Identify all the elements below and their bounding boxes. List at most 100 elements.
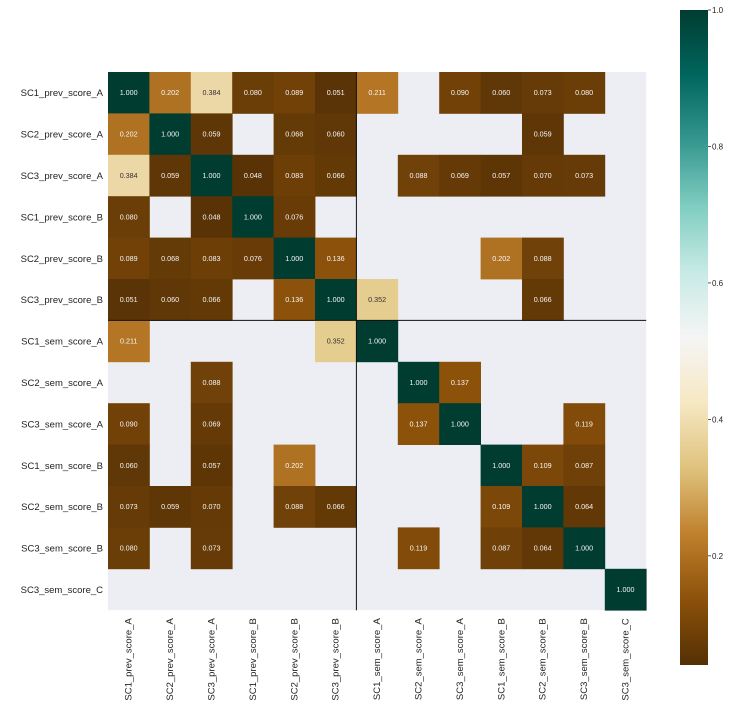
heatmap-value-r3-c2: 0.048 xyxy=(203,212,221,221)
y-label-12: SC3_sem_score_C xyxy=(21,585,104,596)
heatmap-value-r12-c12: 1.000 xyxy=(617,585,635,594)
heatmap-value-r1-c0: 0.202 xyxy=(120,130,138,139)
heatmap-value-r2-c9: 0.057 xyxy=(492,171,510,180)
heatmap-value-r4-c10: 0.088 xyxy=(534,254,552,263)
heatmap-value-r0-c10: 0.073 xyxy=(534,88,552,97)
heatmap-cell-r10-c5 xyxy=(315,486,357,528)
heatmap-value-r3-c0: 0.080 xyxy=(120,212,138,221)
heatmap-cell-r0-c5 xyxy=(315,72,357,114)
y-label-0: SC1_prev_score_A xyxy=(21,88,104,99)
x-label-11: SC3_sem_score_B xyxy=(579,618,590,700)
y-label-7: SC2_sem_score_A xyxy=(21,378,104,389)
heatmap-cell-r9-c4 xyxy=(273,444,316,487)
heatmap-cell-r4-c0 xyxy=(108,237,150,280)
heatmap-value-r0-c6: 0.211 xyxy=(368,88,385,97)
heatmap-value-r10-c1: 0.059 xyxy=(161,502,179,511)
heatmap-cell-r2-c4 xyxy=(273,154,316,197)
heatmap-cell-r6-c6 xyxy=(356,320,399,363)
colorbar-tick-label-1: 0.4 xyxy=(712,415,724,424)
y-label-1: SC2_prev_score_A xyxy=(21,130,104,141)
heatmap-cell-r0-c1 xyxy=(149,72,192,114)
heatmap-cell-r1-c5 xyxy=(315,113,357,156)
heatmap-cell-r2-c0 xyxy=(108,154,150,197)
heatmap-value-r11-c11: 1.000 xyxy=(575,544,593,553)
heatmap-cell-r10-c2 xyxy=(190,486,233,528)
heatmap-value-r10-c5: 0.066 xyxy=(327,502,345,511)
heatmap-cell-r3-c0 xyxy=(108,196,150,238)
heatmap-cell-r9-c10 xyxy=(522,444,564,487)
x-label-3: SC1_prev_score_B xyxy=(248,618,259,700)
heatmap-cell-r0-c2 xyxy=(190,72,233,114)
x-label-9: SC1_sem_score_B xyxy=(496,618,507,700)
heatmap-value-r5-c4: 0.136 xyxy=(285,295,303,304)
heatmap-cell-r1-c10 xyxy=(522,113,564,156)
heatmap-value-r5-c10: 0.066 xyxy=(534,295,552,304)
heatmap-value-r10-c2: 0.070 xyxy=(203,502,221,511)
y-label-5: SC3_prev_score_B xyxy=(21,295,103,306)
heatmap-value-r4-c0: 0.089 xyxy=(120,254,138,263)
heatmap-cell-r2-c10 xyxy=(522,154,564,197)
heatmap-value-r7-c8: 0.137 xyxy=(451,378,469,387)
heatmap-cell-r6-c5 xyxy=(315,320,357,363)
heatmap-cell-r4-c10 xyxy=(522,237,564,280)
heatmap-value-r4-c2: 0.083 xyxy=(203,254,221,263)
heatmap-value-r5-c6: 0.352 xyxy=(368,295,386,304)
x-label-1: SC2_prev_score_A xyxy=(165,618,176,701)
heatmap-value-r1-c1: 1.000 xyxy=(161,130,179,139)
heatmap-cell-r0-c6 xyxy=(356,72,399,114)
heatmap-cell-r11-c0 xyxy=(108,527,150,570)
heatmap-cell-r10-c4 xyxy=(273,486,316,528)
heatmap-value-r6-c5: 0.352 xyxy=(327,337,345,346)
heatmap-cell-r0-c9 xyxy=(480,72,523,114)
heatmap-value-r0-c4: 0.089 xyxy=(285,88,303,97)
heatmap-value-r0-c3: 0.080 xyxy=(244,88,262,97)
heatmap-cell-r2-c9 xyxy=(480,154,523,197)
heatmap-cell-r11-c7 xyxy=(397,527,440,570)
heatmap-cell-r1-c2 xyxy=(190,113,233,156)
heatmap-value-r2-c8: 0.069 xyxy=(451,171,469,180)
heatmap-cell-r10-c11 xyxy=(563,486,606,528)
heatmap-value-r9-c10: 0.109 xyxy=(534,461,552,470)
heatmap-value-r2-c0: 0.384 xyxy=(120,171,138,180)
y-label-8: SC3_sem_score_A xyxy=(21,419,104,430)
heatmap-cell-r4-c2 xyxy=(190,237,233,280)
heatmap-value-r2-c1: 0.059 xyxy=(161,171,179,180)
heatmap-cell-r0-c3 xyxy=(232,72,274,114)
heatmap-cell-r8-c0 xyxy=(108,403,150,445)
heatmap-value-r11-c9: 0.087 xyxy=(492,544,510,553)
heatmap-cell-r4-c4 xyxy=(273,237,316,280)
heatmap-cell-r2-c1 xyxy=(149,154,192,197)
heatmap-value-r0-c2: 0.384 xyxy=(203,88,221,97)
heatmap-value-r9-c0: 0.060 xyxy=(120,461,138,470)
heatmap-value-r0-c11: 0.080 xyxy=(575,88,593,97)
heatmap-cell-r11-c10 xyxy=(522,527,564,570)
x-label-2: SC3_prev_score_A xyxy=(207,618,218,701)
heatmap-cell-r7-c8 xyxy=(439,361,481,404)
heatmap-cell-r9-c2 xyxy=(190,444,233,487)
heatmap-cell-r8-c11 xyxy=(563,403,606,445)
heatmap-cell-r5-c6 xyxy=(356,279,399,321)
colorbar-tick-label-0: 0.2 xyxy=(712,552,724,561)
x-label-4: SC2_prev_score_B xyxy=(289,618,300,700)
heatmap-value-r11-c0: 0.080 xyxy=(120,544,138,553)
colorbar-tick-label-3: 0.8 xyxy=(712,142,724,151)
heatmap-value-r1-c4: 0.068 xyxy=(285,130,303,139)
heatmap-value-r9-c2: 0.057 xyxy=(203,461,221,470)
heatmap-cell-r8-c2 xyxy=(190,403,233,445)
heatmap-value-r2-c4: 0.083 xyxy=(285,171,303,180)
heatmap-cell-r9-c0 xyxy=(108,444,150,487)
heatmap-cell-r4-c5 xyxy=(315,237,357,280)
x-label-12: SC3_sem_score_C xyxy=(621,618,632,701)
y-tick-labels: SC1_prev_score_A SC2_prev_score_A SC3_prev… xyxy=(21,88,104,596)
heatmap-cell-r10-c1 xyxy=(149,486,192,528)
heatmap-value-r4-c5: 0.136 xyxy=(327,254,345,263)
y-label-4: SC2_prev_score_B xyxy=(21,254,103,265)
y-label-9: SC1_sem_score_B xyxy=(21,461,103,472)
y-label-10: SC2_sem_score_B xyxy=(21,502,103,513)
heatmap-cell-r7-c2 xyxy=(190,361,233,404)
heatmap-value-r11-c10: 0.064 xyxy=(534,544,552,553)
heatmap-value-r0-c9: 0.060 xyxy=(492,88,510,97)
y-label-3: SC1_prev_score_B xyxy=(21,212,103,223)
heatmap-cell-r7-c7 xyxy=(397,361,440,404)
